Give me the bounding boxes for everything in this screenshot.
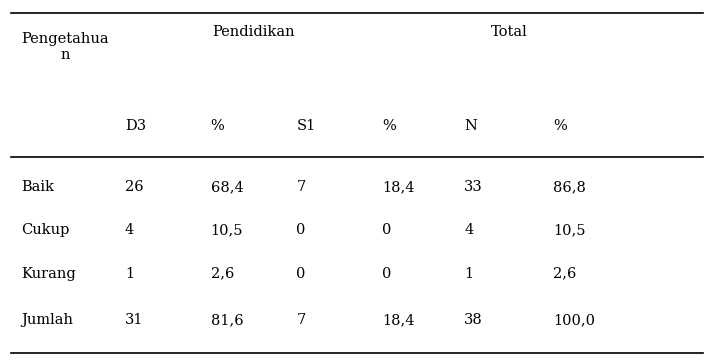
Text: %: % [382,119,396,133]
Text: 18,4: 18,4 [382,180,415,194]
Text: 31: 31 [125,314,144,327]
Text: 0: 0 [382,224,391,237]
Text: 10,5: 10,5 [553,224,586,237]
Text: S1: S1 [296,119,316,133]
Text: 38: 38 [464,314,483,327]
Text: Cukup: Cukup [21,224,70,237]
Text: D3: D3 [125,119,146,133]
Text: 0: 0 [296,267,306,280]
Text: N: N [464,119,477,133]
Text: 33: 33 [464,180,483,194]
Text: 68,4: 68,4 [211,180,243,194]
Text: Jumlah: Jumlah [21,314,74,327]
Text: %: % [211,119,224,133]
Text: 10,5: 10,5 [211,224,243,237]
Text: Pendidikan: Pendidikan [212,26,295,39]
Text: 0: 0 [382,267,391,280]
Text: 7: 7 [296,314,306,327]
Text: 100,0: 100,0 [553,314,595,327]
Text: Baik: Baik [21,180,54,194]
Text: 0: 0 [296,224,306,237]
Text: 4: 4 [125,224,134,237]
Text: 81,6: 81,6 [211,314,243,327]
Text: Total: Total [491,26,528,39]
Text: 18,4: 18,4 [382,314,415,327]
Text: 4: 4 [464,224,473,237]
Text: 86,8: 86,8 [553,180,586,194]
Text: 2,6: 2,6 [553,267,577,280]
Text: 2,6: 2,6 [211,267,234,280]
Text: Pengetahua
n: Pengetahua n [21,32,109,62]
Text: 7: 7 [296,180,306,194]
Text: %: % [553,119,567,133]
Text: 1: 1 [125,267,134,280]
Text: 26: 26 [125,180,144,194]
Text: Kurang: Kurang [21,267,76,280]
Text: 1: 1 [464,267,473,280]
